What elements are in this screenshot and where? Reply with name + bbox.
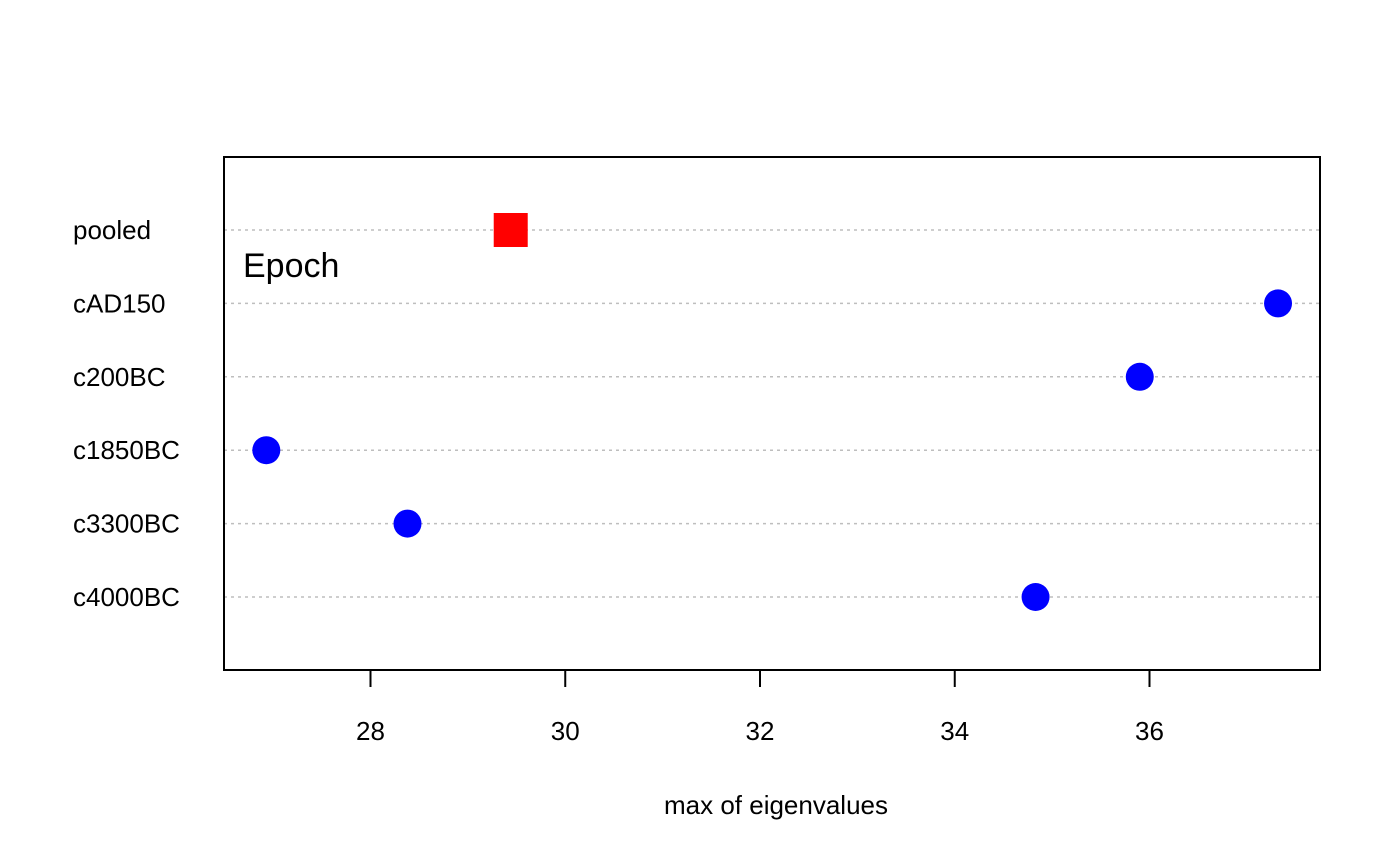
grid-lines bbox=[224, 229, 1320, 598]
pooled-point bbox=[493, 213, 528, 247]
category-label: c200BC bbox=[73, 362, 166, 392]
epoch-point bbox=[1264, 289, 1293, 318]
x-axis-title: max of eigenvalues bbox=[664, 790, 888, 820]
epoch-point bbox=[252, 436, 281, 465]
x-tick-label: 28 bbox=[356, 716, 385, 746]
plot-frame bbox=[223, 156, 1321, 671]
x-tick-label: 30 bbox=[551, 716, 580, 746]
category-label: pooled bbox=[73, 215, 151, 245]
x-tick-label: 34 bbox=[940, 716, 969, 746]
category-label: cAD150 bbox=[73, 288, 166, 318]
category-label: c4000BC bbox=[73, 582, 180, 612]
y-axis-category-labels: c4000BC c3300BC c1850BC c200BC cAD150 pooled bbox=[73, 215, 180, 612]
epoch-annotation: Epoch bbox=[243, 247, 339, 285]
x-axis: 28 30 32 34 36 bbox=[356, 669, 1164, 746]
epoch-point bbox=[1125, 362, 1154, 391]
x-tick-label: 36 bbox=[1135, 716, 1164, 746]
epoch-point bbox=[393, 509, 422, 538]
x-tick-label: 32 bbox=[746, 716, 775, 746]
category-label: c3300BC bbox=[73, 509, 180, 539]
epoch-point bbox=[1021, 583, 1050, 611]
category-label: c1850BC bbox=[73, 435, 180, 465]
data-points bbox=[252, 213, 1293, 611]
